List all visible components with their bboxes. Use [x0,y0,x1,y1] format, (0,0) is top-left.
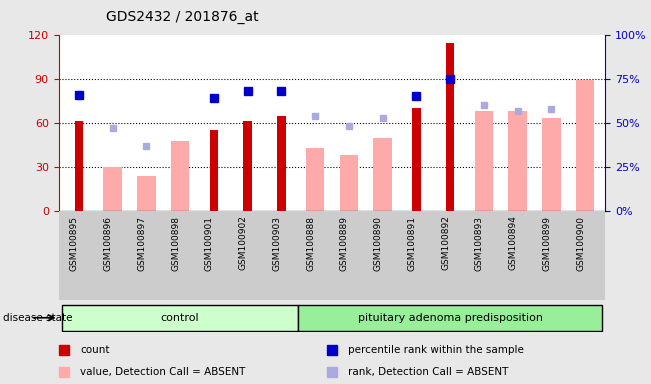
Bar [508,111,527,211]
Text: control: control [161,313,199,323]
Bar [306,148,324,211]
Text: GSM100891: GSM100891 [408,216,417,271]
Text: pituitary adenoma predisposition: pituitary adenoma predisposition [357,313,543,323]
Bar [243,121,252,211]
Bar [340,155,358,211]
Text: percentile rank within the sample: percentile rank within the sample [348,345,524,355]
Text: disease state: disease state [3,313,73,323]
Bar [298,305,602,331]
Text: GSM100897: GSM100897 [137,216,146,271]
Text: GSM100894: GSM100894 [508,216,518,270]
Bar [277,116,286,211]
Text: GSM100888: GSM100888 [306,216,315,271]
Bar [475,111,493,211]
Bar [171,141,189,211]
Bar [104,167,122,211]
Text: GSM100890: GSM100890 [374,216,383,271]
Bar [75,121,83,211]
Bar [374,137,392,211]
Text: GSM100903: GSM100903 [272,216,281,271]
Text: GSM100901: GSM100901 [205,216,214,271]
Text: GSM100893: GSM100893 [475,216,484,271]
Text: GSM100899: GSM100899 [542,216,551,271]
Bar [412,108,421,211]
Bar [446,43,454,211]
Text: rank, Detection Call = ABSENT: rank, Detection Call = ABSENT [348,367,509,377]
Text: GSM100895: GSM100895 [70,216,79,271]
Bar [542,119,561,211]
Text: value, Detection Call = ABSENT: value, Detection Call = ABSENT [81,367,246,377]
Text: GSM100898: GSM100898 [171,216,180,271]
Text: count: count [81,345,110,355]
Bar [137,176,156,211]
Text: GSM100896: GSM100896 [104,216,113,271]
Text: GSM100900: GSM100900 [576,216,585,271]
Text: GSM100889: GSM100889 [340,216,349,271]
Bar [576,80,594,211]
Text: GSM100902: GSM100902 [239,216,247,270]
Text: GDS2432 / 201876_at: GDS2432 / 201876_at [106,10,258,23]
Bar [62,305,298,331]
Bar [210,130,218,211]
Text: GSM100892: GSM100892 [441,216,450,270]
